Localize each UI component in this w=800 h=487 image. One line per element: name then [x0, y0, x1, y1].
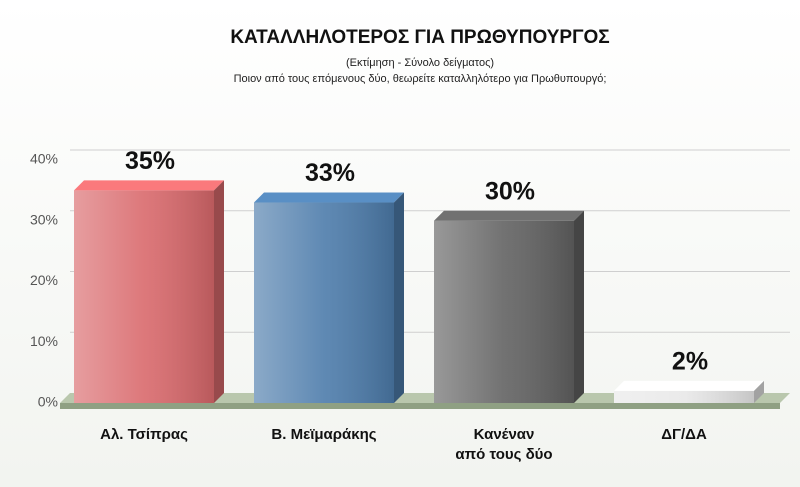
- bar-top: [74, 180, 224, 191]
- bar-side: [394, 192, 404, 403]
- bar-side: [214, 180, 224, 403]
- bar-side: [754, 380, 764, 403]
- x-tick-label: Β. Μεϊμαράκης: [271, 426, 377, 443]
- bar-side: [574, 210, 584, 403]
- chart-question: Ποιον από τους επόμενους δύο, θεωρείτε κ…: [234, 73, 607, 85]
- value-label: 35%: [125, 147, 175, 175]
- bar-top: [434, 210, 584, 221]
- bar-shine: [614, 390, 754, 403]
- bar-shine: [254, 202, 394, 403]
- floor: [60, 393, 790, 403]
- bar-shine: [434, 220, 574, 403]
- value-label: 2%: [672, 347, 708, 375]
- floor-front: [60, 403, 780, 409]
- chart-title: ΚΑΤΑΛΛΗΛΟΤΕΡΟΣ ΓΙΑ ΠΡΩΘΥΠΟΥΡΓΟΣ: [230, 27, 609, 48]
- y-tick-label: 10%: [30, 333, 58, 349]
- bar-top: [614, 380, 764, 391]
- y-tick-label: 0%: [38, 394, 58, 410]
- x-tick-label: Αλ. Τσίπρας: [100, 426, 188, 443]
- value-label: 33%: [305, 159, 355, 187]
- y-tick-label: 20%: [30, 272, 58, 288]
- y-tick-label: 40%: [30, 151, 58, 167]
- x-tick-label: ΔΓ/ΔΑ: [661, 426, 707, 443]
- y-tick-label: 30%: [30, 211, 58, 227]
- bar-top: [254, 192, 404, 203]
- chart-subtitle: (Εκτίμηση - Σύνολο δείγματος): [346, 57, 494, 69]
- bar-shine: [74, 190, 214, 403]
- value-label: 30%: [485, 177, 535, 205]
- x-tick-label: Κανέναν από τους δύο: [455, 426, 553, 463]
